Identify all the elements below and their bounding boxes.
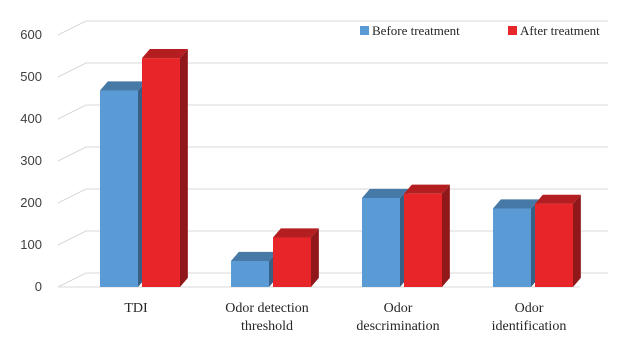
x-tick-label-line: identification [492, 319, 567, 334]
bar-top [142, 49, 188, 59]
bar-side [311, 228, 319, 287]
y-tick-label: 600 [20, 27, 42, 42]
bar-side [573, 194, 581, 287]
gridline-depth [57, 272, 87, 288]
bar [493, 199, 539, 287]
bar-front [142, 58, 180, 287]
y-tick-label: 200 [20, 195, 42, 210]
bar [231, 251, 277, 287]
y-tick-label: 0 [35, 279, 42, 294]
x-tick-label-line: TDI [124, 301, 148, 316]
bar-side [442, 184, 450, 287]
x-tick-label-line: Odor detection [225, 301, 309, 316]
bar-top [231, 251, 277, 261]
legend-item: Before treatment [360, 23, 460, 38]
legend: Before treatment After treatment [360, 23, 600, 38]
x-tick-label-line: Odor [384, 301, 413, 316]
legend-swatch [360, 26, 369, 35]
x-tick-label: Odor detection threshold [225, 301, 309, 334]
x-tick-label: TDI [124, 301, 148, 316]
gridline-depth [57, 188, 87, 204]
bar-top [404, 184, 450, 194]
legend-item: After treatment [508, 23, 600, 38]
bars [100, 49, 581, 287]
gridline-depth [57, 104, 87, 120]
bar-top [535, 194, 581, 204]
legend-label: After treatment [520, 23, 600, 38]
bar-top [273, 228, 319, 238]
y-tick-label: 400 [20, 111, 42, 126]
gridline-depth [57, 230, 87, 246]
bar-top [493, 199, 539, 209]
bar-front [493, 208, 531, 287]
x-axis-labels: TDI Odor detection threshold Odor descrimina… [124, 301, 566, 334]
x-tick-label-line: threshold [241, 319, 293, 334]
x-tick-label-line: descrimination [356, 319, 439, 334]
y-axis-ticks: 0 100 200 300 400 500 600 [20, 27, 42, 294]
bar-front [100, 90, 138, 287]
x-tick-label-line: Odor [515, 301, 544, 316]
bar-front [535, 203, 573, 287]
bar [273, 228, 319, 287]
x-tick-label: Odor identification [492, 301, 567, 334]
bar [142, 49, 188, 287]
bar [535, 194, 581, 287]
bar-front [404, 193, 442, 287]
bar [100, 81, 146, 287]
y-tick-label: 500 [20, 69, 42, 84]
bar [362, 188, 408, 287]
gridline-depth [57, 146, 87, 162]
y-tick-label: 100 [20, 237, 42, 252]
gridline-depth [57, 20, 87, 36]
bar-side [180, 49, 188, 287]
bar-front [273, 237, 311, 287]
x-tick-label: Odor descrimination [356, 301, 439, 334]
y-tick-label: 300 [20, 153, 42, 168]
gridline-depth [57, 62, 87, 78]
bar-front [362, 197, 400, 287]
bar-top [362, 188, 408, 198]
legend-label: Before treatment [372, 23, 460, 38]
bar-top [100, 81, 146, 91]
bar [404, 184, 450, 287]
legend-swatch [508, 26, 517, 35]
bar-front [231, 260, 269, 287]
